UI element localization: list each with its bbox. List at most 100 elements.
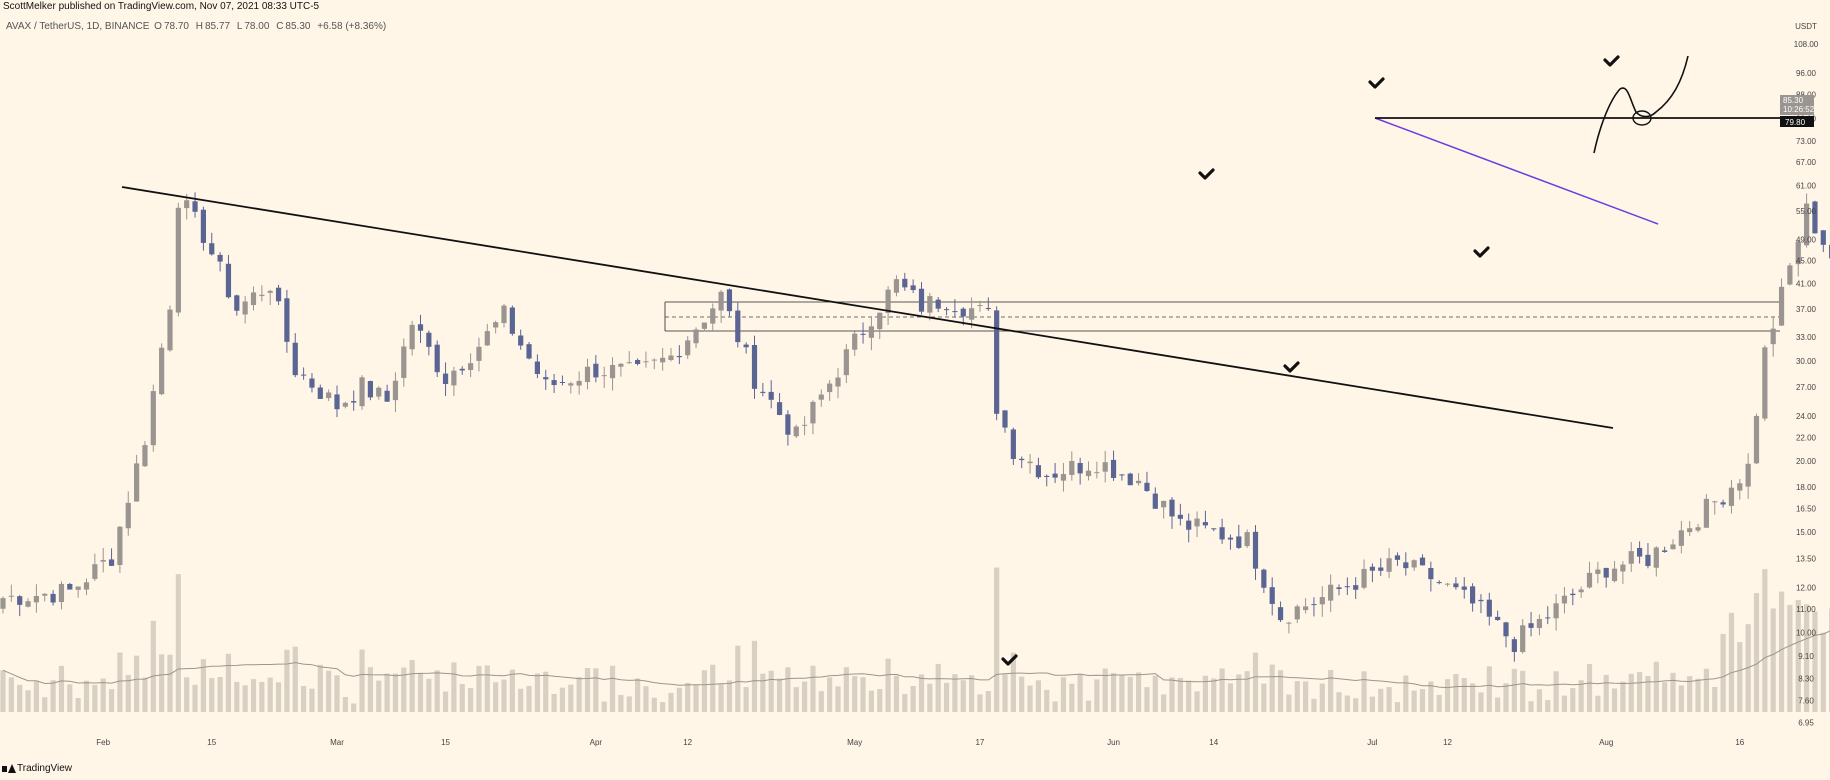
volume-bar: [1303, 681, 1309, 712]
time-axis[interactable]: Feb15Mar15Apr12May17Jun14Jul12Aug16Sep13…: [96, 738, 1830, 747]
price-tick-label: 96.00: [1796, 69, 1817, 78]
price-tick-label: 67.00: [1796, 158, 1817, 167]
volume-bar: [1595, 695, 1601, 712]
volume-bar: [1311, 698, 1317, 712]
candle: [417, 314, 424, 343]
candle-body: [1753, 415, 1760, 464]
candle: [75, 586, 81, 598]
volume-bar: [593, 668, 599, 712]
volume-moving-average: [2, 630, 1830, 689]
candle-body: [1762, 347, 1768, 419]
volume-bar: [952, 674, 958, 712]
candle-body: [442, 373, 449, 385]
candle: [1419, 554, 1426, 566]
price-tick-label: 10.00: [1796, 628, 1817, 637]
candle: [175, 202, 181, 317]
candle: [242, 295, 248, 324]
volume-bar: [718, 684, 724, 712]
descending-trendline[interactable]: [121, 186, 1614, 429]
volume-bar: [969, 675, 975, 712]
candle-body: [259, 294, 265, 297]
candle: [685, 336, 691, 359]
candle: [1286, 621, 1292, 634]
candle-body: [685, 340, 691, 356]
symbol-name[interactable]: AVAX / TetherUS, 1D, BINANCE: [6, 21, 150, 32]
candle: [1369, 563, 1375, 583]
candle: [142, 441, 148, 467]
candle: [593, 354, 599, 383]
volume-bar: [1044, 689, 1050, 712]
candle: [626, 351, 632, 364]
volume-bar: [885, 658, 891, 712]
candle: [1010, 427, 1016, 465]
volume-bar: [685, 682, 691, 712]
candle: [668, 347, 674, 362]
volume-bar: [768, 670, 774, 712]
volume-bar: [1152, 675, 1158, 712]
candle-body: [1328, 584, 1334, 601]
footer-brand: TradingView: [17, 763, 73, 774]
candle-body: [1044, 475, 1050, 477]
price-chart[interactable]: 108.0096.0088.0080.0073.0067.0061.0055.0…: [0, 13, 1830, 750]
candle: [877, 312, 883, 340]
volume-bar: [0, 670, 6, 712]
volume-bar: [643, 686, 649, 712]
volume-bar: [1586, 664, 1593, 712]
candle: [534, 354, 540, 379]
price-tick-label: 37.00: [1796, 305, 1817, 314]
candle: [760, 382, 766, 397]
candle-body: [593, 363, 599, 378]
candle-body: [1277, 607, 1284, 621]
candle-body: [827, 383, 833, 393]
candle-body: [100, 559, 106, 562]
candle-body: [1578, 589, 1584, 593]
candle: [1211, 528, 1217, 532]
candle-body: [952, 311, 958, 313]
candle-body: [1653, 547, 1659, 568]
candle: [1461, 577, 1467, 599]
candle-body: [1778, 286, 1785, 326]
volume-bar: [426, 678, 432, 712]
candle: [1186, 513, 1192, 543]
candle-body: [1227, 537, 1234, 540]
volume-bar: [1403, 675, 1409, 712]
candle-body: [75, 586, 81, 590]
candle-body: [33, 595, 39, 603]
candle-body: [902, 278, 908, 288]
last-price-box: [1780, 95, 1814, 115]
candle-body: [1678, 530, 1684, 546]
volume-bar: [710, 664, 716, 712]
candle: [1161, 500, 1167, 519]
candle: [1386, 548, 1392, 579]
candle: [250, 286, 257, 311]
candle-body: [1403, 562, 1409, 569]
volume-bar: [1169, 677, 1175, 712]
candle: [994, 306, 1000, 421]
volume-bar: [484, 665, 490, 712]
candle-body: [1269, 587, 1275, 604]
candle-body: [1737, 483, 1743, 491]
candle-body: [1461, 586, 1467, 590]
volume-bar: [1520, 670, 1526, 712]
volume-bar: [1528, 701, 1534, 712]
time-tick-label: 16: [1735, 738, 1744, 747]
volume-bar: [401, 667, 407, 712]
candle: [609, 357, 616, 391]
candle: [1085, 461, 1092, 481]
candle-body: [1219, 527, 1225, 540]
candle-body: [1060, 474, 1067, 481]
price-tick-label: 27.00: [1796, 383, 1817, 392]
price-tick-label: 41.00: [1796, 280, 1817, 289]
candle-body: [476, 346, 482, 361]
candle: [217, 252, 223, 272]
price-axis[interactable]: 108.0096.0088.0080.0073.0067.0061.0055.0…: [1794, 40, 1819, 727]
low-value: 78.00: [244, 21, 270, 32]
volume-bar: [1010, 652, 1016, 712]
purple-trendline[interactable]: [1374, 117, 1659, 225]
price-tick-label: 9.10: [1798, 652, 1814, 661]
volume-bar: [451, 662, 457, 712]
open-value: 78.70: [163, 21, 189, 32]
volume-bar: [960, 680, 966, 712]
volume-bar: [67, 684, 73, 712]
candle: [802, 416, 808, 436]
